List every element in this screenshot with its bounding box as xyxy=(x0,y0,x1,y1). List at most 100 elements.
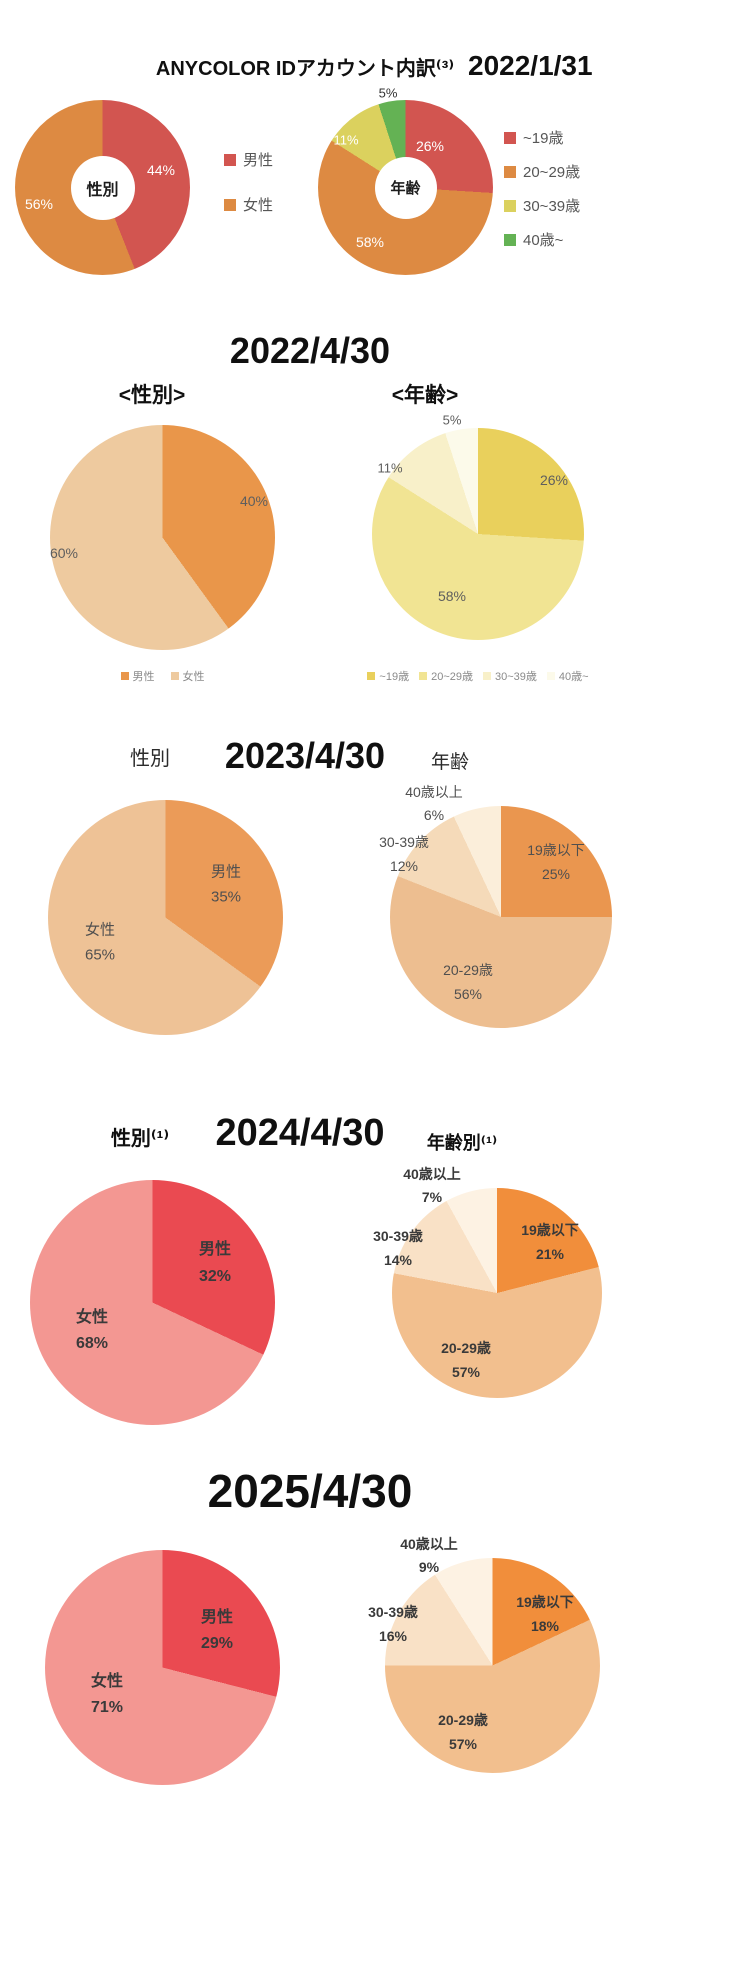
slice-value-label: 65% xyxy=(84,946,116,964)
age-heading-2023: 年齢 xyxy=(430,752,469,773)
slice-value-label: 21% xyxy=(535,1246,565,1262)
gender-heading-2024: 性別⁽¹⁾ xyxy=(110,1128,170,1150)
gender-heading-2022-04: <性別> xyxy=(118,384,186,407)
legend-item: 30~39歳 xyxy=(483,668,537,684)
slice-value-label: 35% xyxy=(210,888,242,906)
slice-name-label: 30-39歳 xyxy=(373,1228,423,1244)
legend-label: ~19歳 xyxy=(523,130,564,147)
slice-value-label: 5% xyxy=(378,85,398,101)
legend-swatch xyxy=(504,165,516,178)
gender-legend-2022-01: 男性女性 xyxy=(224,149,273,215)
slice-value-label: 58% xyxy=(437,588,467,604)
legend-swatch xyxy=(504,199,516,212)
slice-name-label: 20-29歳 xyxy=(443,962,493,978)
slice-name-label: 男性 xyxy=(210,863,242,881)
legend-item: 男性 xyxy=(224,149,273,170)
gender-pie-2024: 男性 32% 女性 68% xyxy=(30,1180,275,1425)
legend-item: 女性 xyxy=(224,194,273,215)
slice-value-label: 60% xyxy=(49,545,79,561)
slice-value-label: 57% xyxy=(451,1364,481,1380)
legend-item: ~19歳 xyxy=(367,668,409,684)
age-pie-2024: 40歳以上 7% 19歳以下 21% 30-39歳 14% 20-29歳 57% xyxy=(373,1167,602,1398)
slice-value-label: 26% xyxy=(415,138,445,154)
age-heading-2022-04: <年齢> xyxy=(391,384,459,407)
legend-item: 40歳~ xyxy=(546,668,589,684)
legend-swatch xyxy=(546,672,555,680)
slice-value-label: 40% xyxy=(239,493,269,509)
page-title: ANYCOLOR IDアカウント内訳⁽³⁾ xyxy=(155,58,455,80)
slice-value-label: 25% xyxy=(541,866,571,882)
legend-label: 20~29歳 xyxy=(431,671,473,683)
slice-name-label: 女性 xyxy=(90,1673,124,1690)
gender-legend-2022-04: 男性 女性 xyxy=(50,668,275,684)
legend-label: 30~39歳 xyxy=(523,198,581,215)
slice-value-label: 12% xyxy=(389,858,419,874)
legend-item: ~19歳 xyxy=(504,127,580,148)
slice-value-label: 9% xyxy=(418,1559,440,1575)
age-heading-2024: 年齢別⁽¹⁾ xyxy=(426,1133,498,1153)
pie-graphic xyxy=(50,425,275,650)
legend-label: 30~39歳 xyxy=(495,671,537,683)
pie-graphic xyxy=(45,1550,280,1785)
pie-graphic xyxy=(385,1558,600,1773)
legend-item: 女性 xyxy=(170,668,205,684)
slice-value-label: 44% xyxy=(146,162,176,178)
donut-center-label: 年齢 xyxy=(374,156,437,219)
slice-value-label: 68% xyxy=(75,1335,109,1352)
legend-swatch xyxy=(120,672,129,680)
slice-name-label: 40歳以上 xyxy=(403,1166,461,1182)
gender-pie-2022-04: 40% 60% xyxy=(50,425,275,650)
age-pie-2025: 40歳以上 9% 19歳以下 18% 30-39歳 16% 20-29歳 57% xyxy=(368,1537,600,1773)
slice-value-label: 16% xyxy=(378,1628,408,1644)
age-legend-2022-01: ~19歳 20~29歳 30~39歳 40歳~ xyxy=(504,127,580,250)
slice-name-label: 19歳以下 xyxy=(527,842,585,858)
legend-item: 男性 xyxy=(120,668,155,684)
legend-label: 男性 xyxy=(243,152,274,169)
age-donut-2022-01: 年齢 5% 26% 58% 11% xyxy=(318,87,493,275)
slice-name-label: 19歳以下 xyxy=(521,1222,579,1238)
legend-item: 20~29歳 xyxy=(419,668,473,684)
legend-label: 40歳~ xyxy=(523,232,564,249)
slice-value-label: 11% xyxy=(333,132,359,148)
donut-center-label: 性別 xyxy=(70,155,135,220)
slice-name-label: 20-29歳 xyxy=(438,1712,488,1728)
legend-swatch xyxy=(504,131,516,144)
age-legend-2022-04: ~19歳 20~29歳 30~39歳 40歳~ xyxy=(322,668,634,684)
slice-name-label: 男性 xyxy=(198,1241,232,1258)
legend-label: 40歳~ xyxy=(558,671,589,683)
slice-name-label: 女性 xyxy=(75,1309,109,1326)
slice-name-label: 40歳以上 xyxy=(400,1536,458,1552)
legend-swatch xyxy=(224,198,236,211)
legend-swatch xyxy=(224,153,236,166)
legend-label: ~19歳 xyxy=(379,671,410,683)
date-title-2023: 2023/4/30 xyxy=(224,735,386,776)
slice-name-label: 30-39歳 xyxy=(379,834,429,850)
slice-value-label: 71% xyxy=(90,1699,124,1716)
slice-value-label: 58% xyxy=(355,234,385,250)
gender-pie-2025: 男性 29% 女性 71% xyxy=(45,1550,280,1785)
legend-swatch xyxy=(504,233,516,246)
slice-value-label: 6% xyxy=(423,807,445,823)
slice-value-label: 56% xyxy=(453,986,483,1002)
slice-value-label: 32% xyxy=(198,1268,232,1285)
legend-swatch xyxy=(367,672,376,680)
slice-name-label: 30-39歳 xyxy=(368,1604,418,1620)
legend-item: 20~29歳 xyxy=(504,161,580,182)
slice-value-label: 7% xyxy=(421,1189,443,1205)
age-pie-2022-04: 5% 26% 58% 11% xyxy=(372,414,584,640)
pie-graphic xyxy=(392,1188,602,1398)
slice-value-label: 18% xyxy=(530,1618,560,1634)
slice-value-label: 14% xyxy=(383,1252,413,1268)
slice-value-label: 11% xyxy=(377,460,403,476)
legend-swatch xyxy=(483,672,491,680)
legend-item: 40歳~ xyxy=(504,229,580,250)
slice-value-label: 26% xyxy=(539,472,569,488)
slice-name-label: 女性 xyxy=(84,921,116,939)
legend-label: 男性 xyxy=(132,671,155,683)
legend-item: 30~39歳 xyxy=(504,195,580,216)
slice-name-label: 男性 xyxy=(200,1609,234,1626)
slice-value-label: 56% xyxy=(24,196,54,212)
slice-name-label: 19歳以下 xyxy=(516,1594,574,1610)
pie-graphic xyxy=(372,428,584,640)
